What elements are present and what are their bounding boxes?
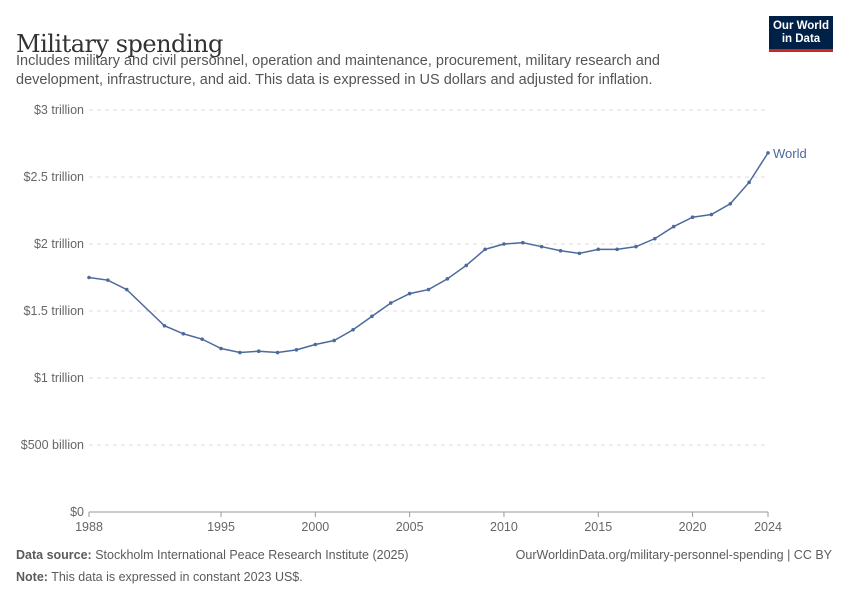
data-point — [351, 327, 355, 332]
data-point — [124, 287, 129, 292]
data-point — [256, 349, 261, 354]
data-point — [653, 236, 657, 241]
y-tick-label: $0 — [70, 505, 84, 519]
data-point — [766, 151, 770, 155]
owid-logo[interactable]: Our World in Data — [769, 16, 833, 52]
source-url[interactable]: OurWorldinData.org/military-personnel-sp… — [515, 548, 832, 562]
logo-line2: in Data — [781, 33, 821, 45]
data-point — [521, 240, 525, 245]
x-tick-label: 2010 — [490, 520, 518, 534]
x-tick-label: 2020 — [679, 520, 707, 534]
data-point — [502, 242, 506, 246]
data-point — [388, 301, 393, 305]
data-point — [370, 314, 374, 319]
y-tick-label: $1 trillion — [34, 371, 84, 385]
y-tick-label: $1.5 trillion — [24, 304, 84, 318]
data-point — [690, 215, 695, 219]
data-point — [747, 180, 751, 185]
data-point — [426, 287, 431, 292]
data-point — [615, 247, 619, 252]
data-point — [219, 346, 223, 351]
chart-title: Military spending — [16, 30, 223, 59]
data-point — [181, 331, 186, 336]
data-point — [577, 251, 582, 256]
data-point — [294, 348, 299, 352]
series-label: World — [773, 146, 807, 161]
data-point — [728, 202, 733, 206]
data-point — [275, 350, 280, 355]
data-point — [162, 323, 167, 328]
data-point — [483, 247, 487, 252]
y-tick-label: $3 trillion — [34, 103, 84, 117]
y-tick-label: $500 billion — [21, 438, 84, 452]
data-point — [464, 263, 469, 268]
data-point — [87, 275, 91, 280]
y-tick-label: $2 trillion — [34, 237, 84, 251]
data-source: Data source: Stockholm International Pea… — [16, 548, 409, 562]
data-point — [634, 244, 638, 249]
x-tick-label: 2024 — [754, 520, 782, 534]
data-point — [709, 212, 714, 217]
series-line-world — [88, 152, 769, 354]
x-tick-label: 1988 — [75, 520, 103, 534]
x-tick-label: 2015 — [584, 520, 612, 534]
note-label: Note: — [16, 570, 48, 584]
data-point — [671, 224, 676, 229]
source-label: Data source: — [16, 548, 92, 562]
data-point — [313, 342, 318, 347]
y-tick-label: $2.5 trillion — [24, 170, 84, 184]
data-point — [596, 247, 601, 252]
source-text[interactable]: Stockholm International Peace Research I… — [95, 548, 409, 562]
data-point — [332, 338, 336, 343]
logo-line1: Our World — [772, 20, 829, 32]
data-point — [238, 350, 242, 355]
data-point — [539, 244, 544, 249]
note-text: This data is expressed in constant 2023 … — [51, 570, 303, 584]
data-point — [558, 248, 563, 253]
data-point — [445, 277, 450, 281]
chart-subtitle: Includes military and civil personnel, o… — [16, 53, 660, 88]
note: Note: This data is expressed in constant… — [16, 570, 303, 584]
x-tick-label: 2005 — [396, 520, 424, 534]
x-tick-label: 1995 — [207, 520, 235, 534]
data-point — [106, 278, 110, 282]
data-point — [200, 337, 204, 341]
x-tick-label: 2000 — [301, 520, 329, 534]
data-point — [407, 291, 412, 296]
